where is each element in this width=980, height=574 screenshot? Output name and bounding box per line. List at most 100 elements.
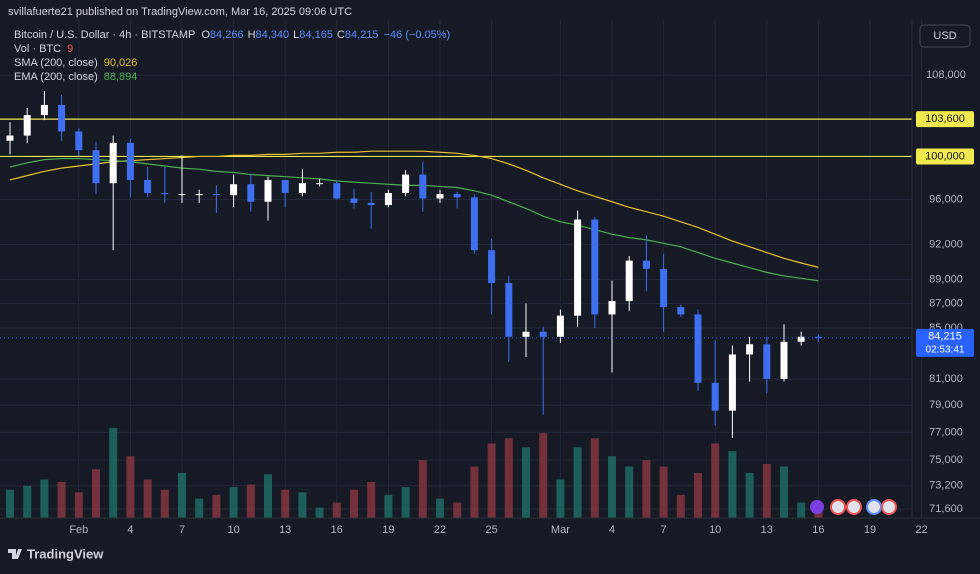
candle-body	[281, 179, 289, 193]
candle-body	[264, 179, 272, 202]
volume-bar	[109, 428, 118, 518]
volume-bar	[694, 473, 702, 518]
volume-bar	[264, 474, 272, 518]
last-price-tag	[916, 328, 974, 357]
candle-body	[230, 184, 238, 196]
last-price-label: 84,215	[928, 331, 962, 343]
currency[interactable]: USD	[933, 30, 956, 42]
volume	[6, 428, 823, 518]
volume-bar	[590, 438, 599, 518]
level-label: 103,600	[925, 113, 965, 125]
volume-bar	[401, 487, 410, 518]
candle-body	[212, 194, 220, 196]
ohlc-value: 84,340	[256, 29, 290, 41]
y-tick-label: 92,000	[929, 238, 963, 250]
volume-bar	[487, 443, 496, 518]
candle-body	[316, 183, 324, 185]
x-axis: Feb 4 7 10 13 16 19 22 25 Mar 4 7 10 13 16 19 22	[69, 524, 927, 536]
ohlc-key: L	[293, 29, 299, 41]
candle-body	[642, 260, 650, 269]
x-tick-label: Feb	[69, 524, 88, 536]
logo: TradingView	[8, 546, 104, 561]
volume-bar	[281, 489, 290, 518]
y-tick-label: 77,000	[929, 426, 963, 438]
y-tick-label: 81,000	[929, 373, 963, 385]
volume-bar	[470, 466, 479, 518]
candle-body	[608, 301, 616, 315]
candle-body	[419, 174, 427, 199]
candle-body	[367, 202, 375, 206]
volume-bar	[642, 460, 651, 518]
candle-body	[453, 194, 461, 198]
candle-body	[350, 198, 358, 203]
indicator-value: 90,026	[104, 57, 138, 69]
logo-text: TradingView	[27, 546, 104, 561]
volume-bar	[384, 494, 393, 518]
volume-bar	[762, 464, 771, 518]
volume-bar	[74, 492, 83, 518]
x-tick-label: 19	[382, 524, 394, 536]
volume-bar	[745, 473, 754, 518]
volume-bar	[556, 479, 565, 518]
volume-bar	[332, 502, 341, 518]
plot	[0, 90, 912, 438]
legend-sma: SMA (200, close) 90,026	[14, 57, 137, 69]
candle-body	[711, 382, 719, 411]
event-icon	[866, 499, 882, 515]
candle-body	[660, 268, 668, 308]
x-tick-label: Mar	[551, 524, 570, 536]
ohlc-key: O	[201, 29, 210, 41]
ohlc-value: 84,165	[299, 29, 333, 41]
x-tick-label: 19	[864, 524, 876, 536]
candle-body	[23, 115, 31, 136]
x-tick-label: 4	[127, 524, 133, 536]
volume-bar	[504, 438, 513, 518]
published: svillafuerte21 published on TradingView.…	[8, 6, 352, 18]
candle-body	[40, 104, 48, 116]
ohlc-value: 84,215	[345, 29, 379, 41]
candle-body	[505, 283, 513, 337]
x-tick-label: 16	[331, 524, 343, 536]
candle-body	[75, 131, 83, 151]
y-tick-label: 96,000	[929, 193, 963, 205]
volume-bar	[160, 489, 169, 518]
volume-bar	[676, 494, 685, 518]
event-icons	[810, 499, 897, 515]
y-tick-label: 87,000	[929, 297, 963, 309]
y-tick-label: 79,000	[929, 399, 963, 411]
y-axis: 108,00096,00092,00089,00087,00085,00081,…	[926, 69, 966, 515]
volume-bar	[143, 479, 152, 518]
volume-bar	[367, 482, 376, 518]
x-tick-label: 25	[485, 524, 497, 536]
x-tick-label: 10	[227, 524, 239, 536]
candle-body	[522, 331, 530, 337]
candle-body	[574, 219, 582, 316]
indicator-name: SMA (200, close)	[14, 57, 98, 69]
x-tick-label: 13	[761, 524, 773, 536]
candle-body	[333, 183, 341, 199]
candle-body	[814, 336, 822, 338]
candle-body	[539, 331, 547, 337]
candle-body	[728, 354, 736, 411]
candle-body	[247, 184, 255, 202]
event-icon	[830, 499, 846, 515]
volume-bar	[711, 443, 720, 518]
candle-body	[144, 179, 152, 193]
currency-button[interactable]	[919, 24, 971, 48]
candle-body	[694, 314, 702, 383]
candle-body	[797, 336, 805, 342]
legend-symbol: Bitcoin / U.S. Dollar · 4h · BITSTAMP O84…	[14, 29, 450, 41]
candle-body	[384, 192, 392, 206]
volume-bar	[539, 433, 548, 518]
volume-bar	[797, 502, 806, 518]
y-tick-label: 73,200	[929, 480, 963, 492]
candle-body	[763, 344, 771, 379]
y-tick-label: 71,600	[929, 503, 963, 515]
logo-mark	[8, 549, 22, 559]
volume-bar	[608, 456, 616, 518]
volume-bar	[57, 482, 66, 518]
indicator-line	[9, 157, 819, 282]
level-tag	[916, 111, 974, 128]
